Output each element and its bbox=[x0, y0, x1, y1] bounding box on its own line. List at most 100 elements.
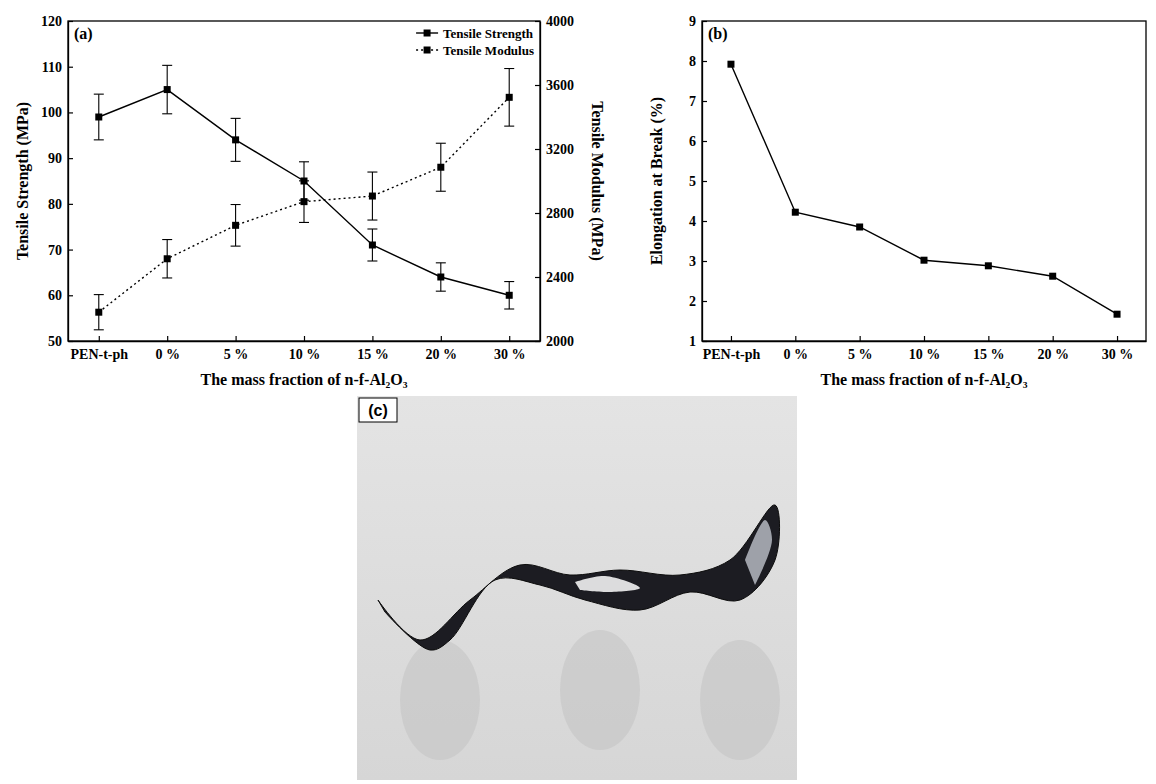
tick-label: 110 bbox=[42, 60, 62, 75]
plot-marks bbox=[727, 61, 1120, 318]
photo-background bbox=[357, 396, 797, 780]
tick-label: 30 % bbox=[494, 347, 526, 362]
panel-label: (a) bbox=[74, 25, 93, 43]
tick: 1 bbox=[689, 334, 707, 349]
tick: 80 bbox=[48, 197, 73, 212]
marker bbox=[437, 164, 444, 171]
tick-mark bbox=[535, 149, 540, 150]
tick-label: 80 bbox=[48, 197, 62, 212]
error-cap bbox=[504, 308, 514, 309]
tick-mark bbox=[68, 67, 73, 68]
axis-line bbox=[68, 22, 69, 342]
panel: PEN-t-ph0 %5 %10 %15 %20 %30 %123456789T… bbox=[648, 14, 1147, 388]
tick-mark bbox=[535, 341, 540, 342]
marker bbox=[506, 94, 513, 101]
error-cap bbox=[94, 294, 104, 295]
tick-label: 50 bbox=[48, 334, 62, 349]
tick: 5 bbox=[689, 174, 707, 189]
tick-label: 3 bbox=[689, 254, 696, 269]
error-cap bbox=[299, 180, 309, 181]
error-bar bbox=[94, 295, 104, 330]
tick-label: 100 bbox=[41, 105, 62, 120]
error-bar bbox=[504, 69, 514, 127]
tick: PEN-t-ph bbox=[71, 336, 129, 362]
marker bbox=[95, 114, 102, 121]
tick: 8 bbox=[689, 54, 707, 69]
marker bbox=[232, 136, 239, 143]
error-bar bbox=[231, 205, 241, 247]
tick-mark bbox=[702, 221, 707, 222]
tick-mark bbox=[99, 336, 100, 341]
error-bar bbox=[231, 118, 241, 161]
tick: 5 % bbox=[848, 336, 873, 362]
error-bar bbox=[162, 240, 172, 278]
x-axis-title: The mass fraction of n-f-Al₂O₃ bbox=[201, 371, 408, 388]
marker bbox=[1114, 311, 1121, 318]
x-axis: PEN-t-ph 0 % 5 % 10 % 15 % 20 % 30 % bbox=[69, 336, 541, 362]
tick-mark bbox=[988, 336, 989, 341]
tick-label: 70 bbox=[48, 243, 62, 258]
tick: 3600 bbox=[535, 78, 574, 93]
tick-label: 15 % bbox=[973, 347, 1005, 362]
error-cap bbox=[504, 281, 514, 282]
legend-item: Tensile Modulus bbox=[416, 43, 534, 58]
tick-label: 5 bbox=[689, 174, 696, 189]
tick-mark bbox=[860, 336, 861, 341]
error-cap bbox=[436, 191, 446, 192]
error-cap bbox=[436, 143, 446, 144]
tick-mark bbox=[702, 101, 707, 102]
figure: PEN-t-ph0 %5 %10 %15 %20 %30 %5060708090… bbox=[0, 0, 1156, 784]
marker bbox=[301, 198, 308, 205]
tick-label: 90 bbox=[48, 151, 62, 166]
tick-label: 5 % bbox=[224, 347, 249, 362]
tick-mark bbox=[68, 112, 73, 113]
tick-label: 20 % bbox=[426, 347, 458, 362]
tick: 4 bbox=[689, 214, 707, 229]
tick-label: 60 bbox=[48, 288, 62, 303]
tick-mark bbox=[441, 336, 442, 341]
tick-mark bbox=[509, 336, 510, 341]
tick: 10 % bbox=[289, 336, 321, 362]
tick-label: 2000 bbox=[546, 334, 574, 349]
tick: PEN-t-ph bbox=[703, 336, 761, 362]
y-axis-title: Elongation at Break (%) bbox=[648, 97, 666, 265]
error-cap bbox=[436, 262, 446, 263]
error-bar bbox=[367, 229, 377, 261]
tick-mark bbox=[68, 341, 73, 342]
tick-mark bbox=[1117, 336, 1118, 341]
tick-mark bbox=[702, 261, 707, 262]
error-cap bbox=[436, 291, 446, 292]
tick: 10 % bbox=[909, 336, 941, 362]
error-cap bbox=[231, 204, 241, 205]
tick: 90 bbox=[48, 151, 73, 166]
legend-item: Tensile Strength bbox=[416, 26, 534, 41]
tick-mark bbox=[795, 336, 796, 341]
tick: 20 % bbox=[426, 336, 458, 362]
legend: Tensile Strength Tensile Modulus bbox=[416, 26, 534, 58]
tick-label: 5 % bbox=[848, 347, 873, 362]
photo-shadow bbox=[560, 630, 640, 750]
tick-mark bbox=[924, 336, 925, 341]
photo-shadow bbox=[700, 640, 780, 760]
tick-mark bbox=[535, 213, 540, 214]
error-cap bbox=[231, 118, 241, 119]
tick-label: PEN-t-ph bbox=[703, 347, 761, 362]
tick-label: 2800 bbox=[546, 206, 574, 221]
error-bar bbox=[162, 65, 172, 113]
marker bbox=[506, 292, 513, 299]
tick-mark bbox=[68, 249, 73, 250]
tick-label: 0 % bbox=[155, 347, 180, 362]
axis-line bbox=[540, 22, 541, 342]
series-line bbox=[731, 64, 1117, 314]
tick: 100 bbox=[41, 105, 73, 120]
tick-label: 120 bbox=[41, 14, 62, 29]
tick-mark bbox=[1053, 336, 1054, 341]
error-bar bbox=[504, 282, 514, 309]
error-cap bbox=[504, 126, 514, 127]
tick: 4000 bbox=[535, 14, 574, 29]
tick-label: 15 % bbox=[357, 347, 389, 362]
tick: 0 % bbox=[784, 336, 809, 362]
tick-label: 4 bbox=[689, 214, 696, 229]
tick: 0 % bbox=[155, 336, 180, 362]
marker bbox=[792, 209, 799, 216]
